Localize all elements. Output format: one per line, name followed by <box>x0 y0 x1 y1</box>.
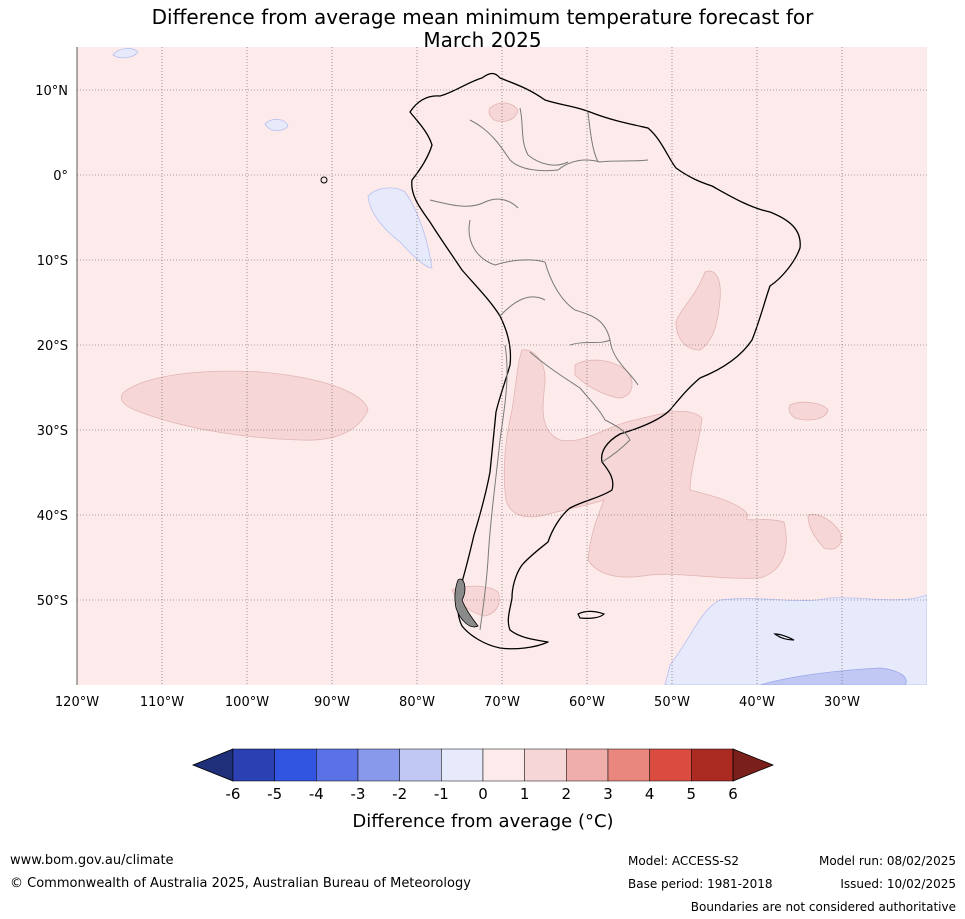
colorbar-tick: 6 <box>728 785 738 803</box>
colorbar-tick: -5 <box>267 785 282 803</box>
anomaly-patch-brazil <box>675 270 721 351</box>
colorbar-bin <box>649 748 692 782</box>
falkland-islands <box>577 610 606 619</box>
colorbar-bin <box>316 748 359 782</box>
colorbar-bin <box>691 748 734 782</box>
lon-label-70w: 70°W <box>484 695 520 710</box>
anomaly-patch-pacific <box>121 370 369 441</box>
chilean-fjords <box>454 578 479 628</box>
lon-label-90w: 90°W <box>314 695 350 710</box>
anomaly-patch-south-atlantic <box>807 513 842 550</box>
galapagos-islands <box>320 176 328 184</box>
colorbar-bin <box>482 748 525 782</box>
lat-label-30s: 30°S <box>37 424 68 439</box>
lon-label-40w: 40°W <box>739 695 775 710</box>
colorbar-bin <box>566 748 609 782</box>
lon-label-80w: 80°W <box>399 695 435 710</box>
colorbar-tick: 5 <box>687 785 697 803</box>
lon-label-60w: 60°W <box>569 695 605 710</box>
colorbar <box>191 748 775 782</box>
anomaly-patch-paraguay <box>574 359 633 399</box>
lon-label-30w: 30°W <box>824 695 860 710</box>
anomaly-patch-peru-coast <box>367 187 433 269</box>
colorbar-bin <box>607 748 650 782</box>
lat-label-0: 0° <box>53 169 68 184</box>
lat-label-20s: 20°S <box>37 339 68 354</box>
lon-label-50w: 50°W <box>654 695 690 710</box>
anomaly-patch-argentina <box>503 349 787 579</box>
website-link[interactable]: www.bom.gov.au/climate <box>10 853 174 868</box>
colorbar-bin <box>524 748 567 782</box>
anomaly-patch-southern-ocean <box>664 594 927 685</box>
colorbar-label: Difference from average (°C) <box>352 811 613 832</box>
colorbar-tick: 0 <box>478 785 488 803</box>
boundaries-disclaimer: Boundaries are not considered authoritat… <box>690 900 956 914</box>
anomaly-patch-north-pacific <box>112 48 139 59</box>
colorbar-tick: -1 <box>434 785 449 803</box>
anomaly-patch-southern-ocean-cold <box>759 667 907 685</box>
colorbar-tick: -2 <box>392 785 407 803</box>
lat-label-50s: 50°S <box>37 594 68 609</box>
model-name: Model: ACCESS-S2 <box>628 854 740 868</box>
lon-label-100w: 100°W <box>225 695 269 710</box>
lon-label-110w: 110°W <box>140 695 184 710</box>
colorbar-tick: 3 <box>603 785 613 803</box>
colorbar-bin <box>274 748 317 782</box>
lon-label-120w: 120°W <box>55 695 99 710</box>
anomaly-patch-caribbean <box>488 102 519 122</box>
colorbar-tick: -4 <box>309 785 324 803</box>
anomaly-patch-atlantic <box>788 401 829 421</box>
map-title-line1: Difference from average mean minimum tem… <box>151 5 814 29</box>
colorbar-tick: 2 <box>562 785 572 803</box>
colorbar-tick: -3 <box>351 785 366 803</box>
colorbar-bin <box>399 748 442 782</box>
south-america-coastline <box>409 72 801 650</box>
model-run-date: Model run: 08/02/2025 <box>818 854 956 868</box>
anomaly-patch-equatorial-pacific <box>264 118 289 132</box>
colorbar-tick: 1 <box>520 785 530 803</box>
lat-label-10s: 10°S <box>37 254 68 269</box>
copyright-text: © Commonwealth of Australia 2025, Austra… <box>10 876 471 891</box>
lat-label-10n: 10°N <box>35 84 68 99</box>
colorbar-bin <box>232 748 275 782</box>
colorbar-min-arrow <box>191 748 234 782</box>
colorbar-max-arrow <box>732 748 775 782</box>
colorbar-bin <box>357 748 400 782</box>
lat-label-40s: 40°S <box>37 509 68 524</box>
colorbar-tick: -6 <box>226 785 241 803</box>
colorbar-bin <box>441 748 484 782</box>
base-period: Base period: 1981-2018 <box>628 877 773 891</box>
map-gridlines <box>77 47 927 685</box>
south-georgia <box>773 633 795 641</box>
issued-date: Issued: 10/02/2025 <box>840 877 956 891</box>
colorbar-tick: 4 <box>645 785 655 803</box>
